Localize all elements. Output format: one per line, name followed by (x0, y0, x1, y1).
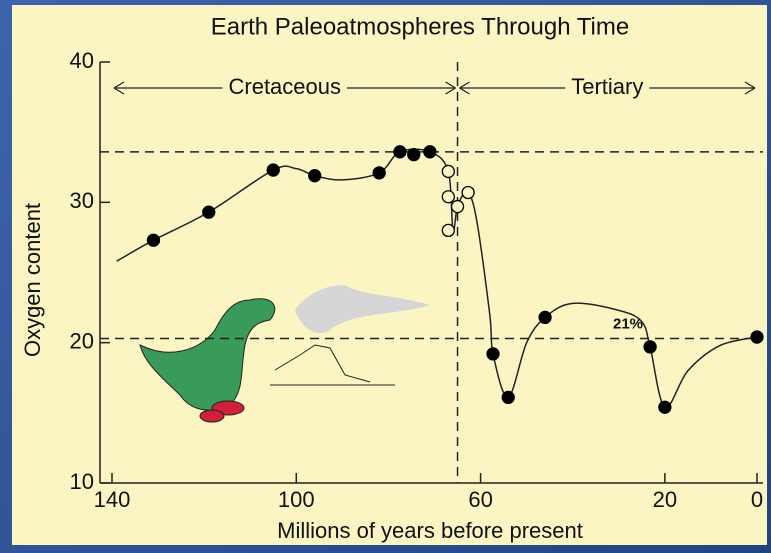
open-point (450, 199, 465, 214)
dinosaur (139, 285, 430, 423)
label-background (222, 73, 348, 99)
y-tick-label: 30 (70, 188, 94, 213)
open-point (441, 164, 455, 179)
data-point (486, 347, 500, 361)
data-point (407, 147, 421, 162)
x-tick-label: 20 (653, 487, 677, 512)
x-tick-label: 140 (94, 487, 131, 512)
data-point (202, 205, 216, 219)
x-tick-label: 0 (751, 487, 763, 512)
y-axis-label: Oxygen content (20, 203, 45, 357)
data-point (501, 390, 515, 405)
x-axis-label: Millions of years before present (277, 518, 583, 543)
y-tick-label: 40 (70, 48, 94, 73)
period-label: Cretaceous (229, 74, 342, 99)
data-point (423, 145, 437, 159)
data-point (393, 145, 407, 159)
chart-title: Earth Paleoatmospheres Through Time (211, 13, 629, 40)
open-point (461, 185, 475, 200)
y-tick-label: 20 (70, 328, 94, 353)
data-point (146, 233, 161, 247)
data-point (643, 340, 657, 354)
x-tick-label: 60 (468, 487, 492, 512)
x-tick-label: 100 (278, 487, 315, 512)
panel (12, 5, 767, 545)
data-point (658, 400, 672, 414)
y-tick-label: 10 (70, 469, 94, 494)
data-point (750, 330, 764, 344)
data-point (266, 163, 280, 177)
arrow-head (459, 81, 756, 95)
period-label: Tertiary (571, 74, 643, 99)
data-point (538, 310, 552, 325)
annotation: 21% (613, 315, 643, 332)
arrow-head (113, 81, 456, 95)
open-point (441, 223, 455, 238)
data-curve (116, 148, 758, 408)
label-background (565, 73, 650, 99)
data-point (308, 169, 322, 183)
open-point (441, 190, 455, 204)
data-point (372, 166, 386, 180)
